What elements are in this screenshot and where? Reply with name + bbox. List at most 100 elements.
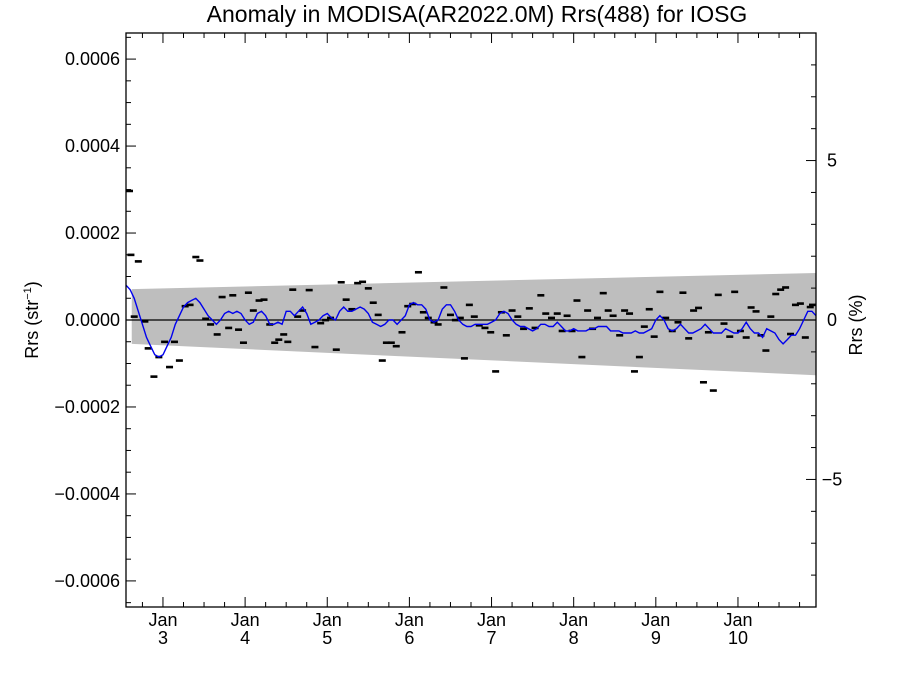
data-point (249, 309, 257, 312)
data-point (392, 344, 400, 348)
data-point (359, 280, 367, 284)
data-point (218, 295, 226, 299)
y-axis-label-left-text: Rrs (str (22, 300, 42, 359)
data-point (446, 313, 454, 317)
data-point (337, 280, 345, 284)
x-tick-label-month: Jan (477, 610, 506, 630)
y-tick-label-left: 0.0002 (65, 223, 120, 243)
data-point (787, 332, 795, 336)
data-point (271, 341, 279, 345)
data-point (604, 309, 612, 312)
data-point (695, 306, 703, 310)
data-point (650, 335, 658, 338)
data-point (726, 335, 734, 338)
data-point (229, 294, 237, 297)
y-tick-label-left: 0.0006 (65, 49, 120, 69)
y-axis-label-right: Rrs (%) (846, 295, 866, 356)
data-point (255, 299, 263, 302)
data-point (525, 307, 533, 310)
data-point (404, 304, 412, 308)
data-point (244, 291, 252, 295)
axis-ticks (126, 32, 816, 608)
data-point (348, 307, 356, 311)
data-point (542, 312, 550, 315)
data-point (699, 380, 707, 384)
data-point (354, 281, 362, 285)
data-point (134, 260, 142, 263)
data-point (772, 292, 780, 296)
data-point (679, 291, 687, 295)
data-point (192, 255, 200, 259)
data-point (563, 314, 571, 318)
x-tick-label-month: Jan (559, 610, 588, 630)
data-point (213, 333, 221, 336)
x-tick-label-day: 3 (158, 628, 168, 648)
data-point (777, 288, 785, 291)
x-tick-label-day: 9 (651, 628, 661, 648)
data-point (492, 370, 500, 373)
data-point (414, 270, 422, 274)
data-point (578, 355, 586, 359)
data-point (481, 326, 489, 330)
data-point (685, 337, 693, 340)
data-point (616, 334, 624, 337)
x-tick-label-month: Jan (395, 610, 424, 630)
data-point (332, 348, 340, 351)
uncertainty-band (131, 273, 816, 376)
data-point (806, 305, 814, 309)
y-axis-label-left: Rrs (str−1) (22, 281, 42, 359)
y-axis-label-left-end: ) (22, 281, 42, 287)
data-point (419, 310, 427, 314)
data-point (460, 357, 468, 360)
x-tick-label-day: 5 (322, 628, 332, 648)
data-point (289, 288, 297, 291)
data-point (599, 291, 607, 295)
y-tick-label-left: 0.0000 (65, 310, 120, 330)
data-point (809, 303, 816, 307)
x-tick-label-day: 8 (569, 628, 579, 648)
data-point (186, 303, 194, 307)
data-point (141, 320, 149, 323)
data-point (531, 326, 539, 330)
data-point (387, 341, 395, 345)
data-point (573, 299, 581, 302)
data-point (508, 309, 516, 312)
data-point (382, 341, 390, 345)
data-point (475, 324, 483, 327)
data-point (742, 336, 750, 339)
data-point (126, 189, 133, 193)
data-point (465, 303, 473, 307)
data-point (568, 329, 576, 333)
data-point (704, 330, 712, 334)
y-tick-label-left: −0.0004 (54, 484, 120, 504)
x-tick-label-month: Jan (148, 610, 177, 630)
data-point (731, 290, 739, 294)
data-point (548, 316, 555, 320)
data-point (317, 321, 325, 325)
x-tick-label-day: 6 (404, 628, 414, 648)
data-point (594, 316, 601, 320)
data-point (225, 326, 233, 330)
data-point (235, 328, 243, 331)
data-point (514, 315, 522, 318)
data-point (175, 359, 183, 362)
data-point (621, 309, 629, 312)
data-point (470, 315, 478, 318)
data-point (747, 306, 755, 309)
x-tick-label-month: Jan (231, 610, 260, 630)
data-point (645, 307, 653, 311)
data-point (502, 334, 510, 337)
trend-line (125, 284, 817, 358)
data-point (398, 330, 406, 334)
x-tick-label-month: Jan (641, 610, 670, 630)
data-point (369, 301, 377, 305)
x-tick-label-day: 4 (240, 628, 250, 648)
data-point (584, 309, 592, 312)
data-point (609, 314, 617, 318)
data-point (520, 327, 528, 331)
data-point (364, 287, 372, 290)
data-point (626, 312, 634, 315)
x-tick-label-day: 10 (728, 628, 748, 648)
data-point (322, 318, 330, 322)
